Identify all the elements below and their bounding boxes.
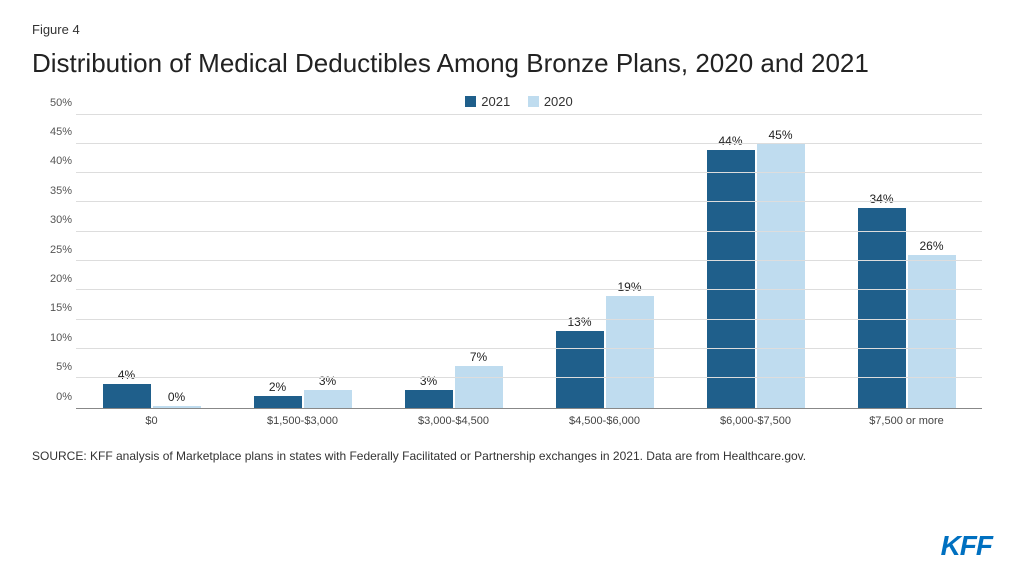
gridline	[76, 377, 982, 378]
y-tick: 5%	[56, 361, 72, 373]
x-label: $6,000-$7,500	[680, 409, 831, 435]
bar-2020: 7%	[455, 366, 503, 407]
y-tick: 0%	[56, 391, 72, 403]
x-label: $0	[76, 409, 227, 435]
gridline	[76, 114, 982, 115]
bar-group: 4%0%	[76, 115, 227, 408]
y-tick: 15%	[50, 302, 72, 314]
y-tick: 40%	[50, 155, 72, 167]
bar-label: 2%	[269, 380, 286, 394]
y-tick: 30%	[50, 214, 72, 226]
y-axis: 0%5%10%15%20%25%30%35%40%45%50%	[42, 115, 76, 409]
bar-label: 13%	[567, 315, 591, 329]
y-tick: 50%	[50, 97, 72, 109]
bar-2020: 0%	[153, 406, 201, 408]
source-note: SOURCE: KFF analysis of Marketplace plan…	[32, 449, 992, 463]
bar-group: 34% 26%	[831, 115, 982, 408]
chart-title: Distribution of Medical Deductibles Amon…	[32, 47, 992, 80]
bar-2021: 13%	[556, 331, 604, 407]
figure-label: Figure 4	[32, 22, 992, 37]
gridline	[76, 289, 982, 290]
bar-label: 3%	[420, 374, 437, 388]
bar-label: 45%	[768, 128, 792, 142]
y-tick: 20%	[50, 273, 72, 285]
chart-area: 0%5%10%15%20%25%30%35%40%45%50% 4%0%2%3%…	[42, 115, 982, 435]
legend-label-2021: 2021	[481, 94, 510, 109]
bar-2020: 26%	[908, 255, 956, 407]
x-label: $1,500-$3,000	[227, 409, 378, 435]
y-tick: 35%	[50, 185, 72, 197]
legend-label-2020: 2020	[544, 94, 573, 109]
gridline	[76, 348, 982, 349]
legend-swatch-2020	[528, 96, 539, 107]
gridline	[76, 231, 982, 232]
x-label: $7,500 or more	[831, 409, 982, 435]
y-tick: 10%	[50, 332, 72, 344]
bar-label: 4%	[118, 368, 135, 382]
legend: 2021 2020	[32, 94, 992, 109]
legend-swatch-2021	[465, 96, 476, 107]
bar-2020: 19%	[606, 296, 654, 407]
bar-label: 0%	[168, 390, 185, 404]
bar-2021: 3%	[405, 390, 453, 408]
bar-label: 3%	[319, 374, 336, 388]
gridline	[76, 172, 982, 173]
bar-group: 13%19%	[529, 115, 680, 408]
bar-2021: 2%	[254, 396, 302, 408]
plot-area: 4%0%2%3%3%7%13%19%44%45%34%26%	[76, 115, 982, 409]
bar-label: 7%	[470, 350, 487, 364]
bar-groups: 4%0%2%3%3%7%13%19%44%45%34%26%	[76, 115, 982, 408]
bar-2021: 44%	[707, 150, 755, 408]
kff-logo: KFF	[941, 530, 992, 562]
bar-2021: 4%	[103, 384, 151, 407]
gridline	[76, 201, 982, 202]
bar-label: 34%	[869, 192, 893, 206]
x-label: $4,500-$6,000	[529, 409, 680, 435]
bar-2020: 3%	[304, 390, 352, 408]
gridline	[76, 260, 982, 261]
y-tick: 45%	[50, 126, 72, 138]
bar-label: 44%	[718, 134, 742, 148]
bar-2020: 45%	[757, 144, 805, 408]
bar-group: 2%3%	[227, 115, 378, 408]
gridline	[76, 143, 982, 144]
y-tick: 25%	[50, 244, 72, 256]
bar-label: 26%	[919, 239, 943, 253]
x-label: $3,000-$4,500	[378, 409, 529, 435]
bar-label: 19%	[617, 280, 641, 294]
bar-group: 44%45%	[680, 115, 831, 408]
bar-group: 3%7%	[378, 115, 529, 408]
gridline	[76, 319, 982, 320]
x-axis: $0$1,500-$3,000$3,000-$4,500$4,500-$6,00…	[76, 409, 982, 435]
